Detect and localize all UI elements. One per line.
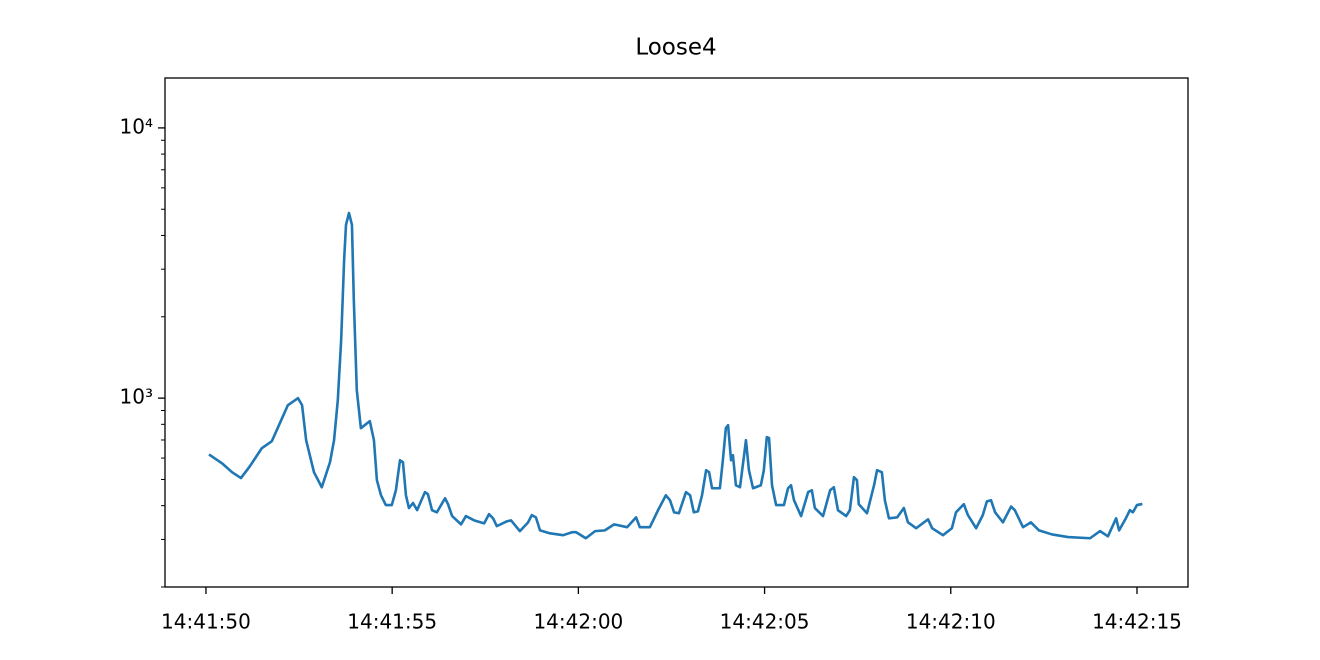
x-tick-label: 14:41:55 [347,610,437,634]
x-tick-label: 14:41:50 [161,610,251,634]
x-tick-label: 14:42:05 [720,610,810,634]
y-tick-label: 10⁴ [120,114,153,138]
chart-title: Loose4 [635,35,716,61]
axes-frame [164,77,1189,588]
data-line [208,211,1143,540]
x-tick-label: 14:42:00 [533,610,623,634]
y-tick-label: 10³ [120,385,153,409]
x-tick-label: 14:42:15 [1092,610,1182,634]
x-tick-label: 14:42:10 [906,610,996,634]
